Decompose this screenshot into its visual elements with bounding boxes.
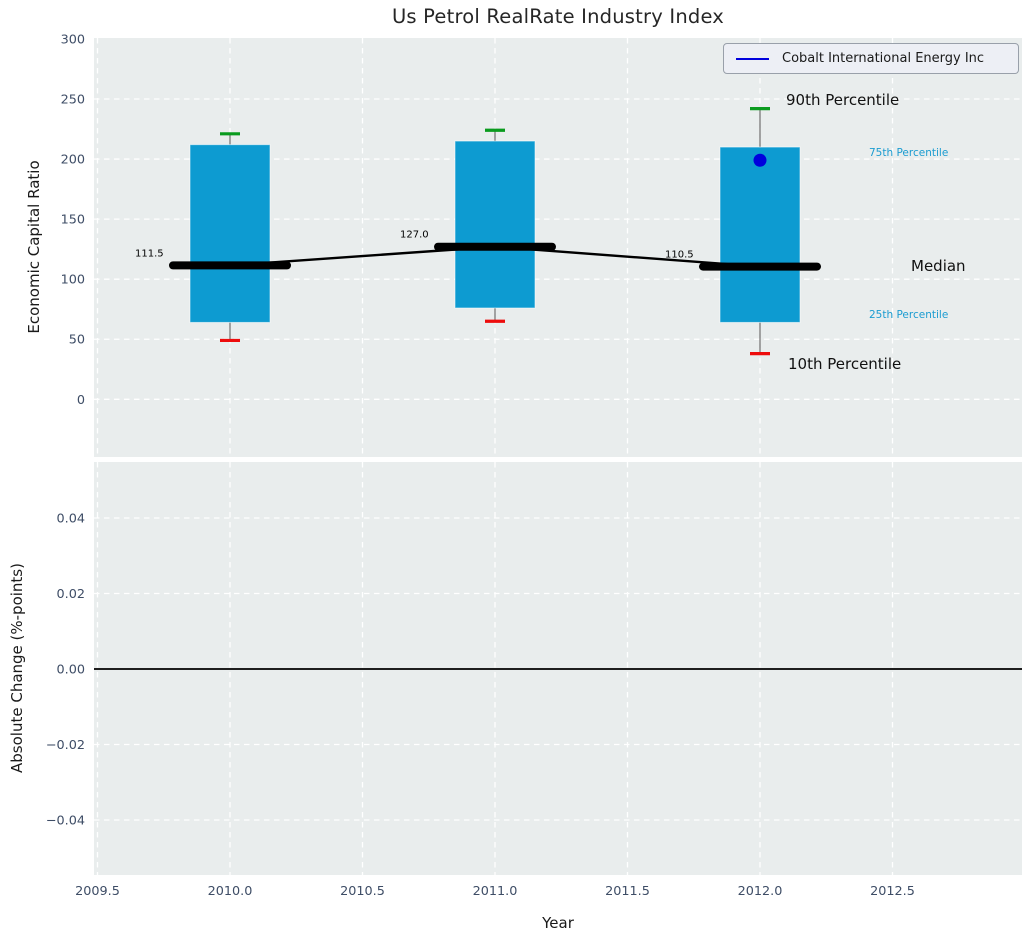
median-value-label: 127.0 — [400, 230, 429, 241]
ytick-label-bottom: 0.02 — [57, 587, 86, 602]
chart-title: Us Petrol RealRate Industry Index — [391, 5, 725, 28]
annotation-10th-percentile: 10th Percentile — [788, 355, 902, 373]
xtick-label: 2009.5 — [75, 884, 120, 899]
xtick-label: 2011.0 — [473, 884, 518, 899]
ytick-label-top: 150 — [61, 213, 85, 228]
ytick-label-top: 100 — [61, 273, 85, 288]
legend-line-sample-icon — [736, 57, 769, 60]
xtick-label: 2012.0 — [738, 884, 783, 899]
xtick-label: 2010.0 — [208, 884, 253, 899]
ytick-label-top: 200 — [61, 153, 85, 168]
annotation-90th-percentile: 90th Percentile — [786, 91, 900, 109]
annotation-median: Median — [911, 257, 966, 275]
median-value-label: 110.5 — [665, 250, 694, 261]
iqr-box — [719, 146, 801, 323]
ytick-label-bottom: −0.04 — [46, 814, 85, 829]
median-value-label: 111.5 — [135, 248, 164, 259]
company-data-point — [753, 153, 767, 167]
ytick-label-bottom: −0.02 — [46, 738, 85, 753]
y-axis-label-bottom: Absolute Change (%-points) — [8, 563, 26, 773]
ytick-label-bottom: 0.00 — [57, 663, 86, 678]
ytick-label-top: 0 — [77, 393, 85, 408]
ytick-label-top: 50 — [69, 333, 85, 348]
iqr-box — [454, 140, 536, 309]
legend: Cobalt International Energy Inc — [723, 43, 1019, 74]
y-axis-label-top: Economic Capital Ratio — [25, 160, 43, 334]
ytick-label-top: 250 — [61, 93, 85, 108]
ytick-label-bottom: 0.04 — [57, 512, 86, 527]
legend-label: Cobalt International Energy Inc — [782, 51, 985, 66]
x-axis-label: Year — [542, 914, 574, 932]
annotation-25th-percentile: 25th Percentile — [869, 309, 949, 321]
xtick-label: 2012.5 — [870, 884, 915, 899]
xtick-label: 2011.5 — [605, 884, 650, 899]
ytick-label-top: 300 — [61, 32, 85, 47]
iqr-box — [189, 144, 271, 323]
xtick-label: 2010.5 — [340, 884, 385, 899]
annotation-75th-percentile: 75th Percentile — [869, 147, 949, 159]
